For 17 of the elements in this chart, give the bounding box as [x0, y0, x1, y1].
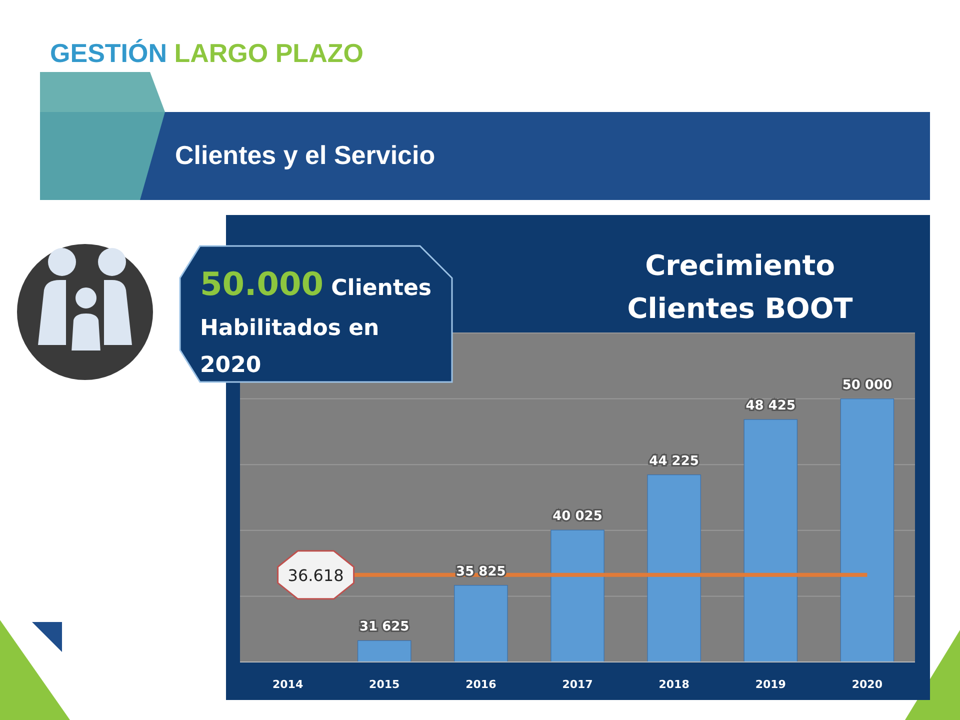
x-tick-label: 2015	[369, 678, 400, 691]
x-tick-label: 2019	[755, 678, 786, 691]
chart-subtitle: Clientes y el Servicio	[175, 140, 436, 170]
data-label: 44 225	[649, 454, 699, 469]
data-label: 40 025	[552, 509, 602, 524]
x-tick-label: 2017	[562, 678, 593, 691]
data-label: 31 625	[359, 620, 410, 635]
x-tick-label: 2014	[272, 678, 304, 691]
ref-line-label: 36.618	[288, 566, 344, 585]
chart-title: Crecimiento Clientes BOOT	[627, 249, 853, 325]
x-tick-label: 2020	[852, 678, 883, 691]
text: GESTIÓN LARGO PLAZO	[50, 38, 364, 68]
annotation: 50.000 Clientes Habilitados en 2020	[200, 265, 432, 378]
data-label: 48 425	[746, 398, 796, 414]
data-label: 50 000	[842, 378, 892, 393]
x-tick-label: 2018	[658, 678, 690, 691]
x-tick-label: 2016	[466, 678, 497, 691]
